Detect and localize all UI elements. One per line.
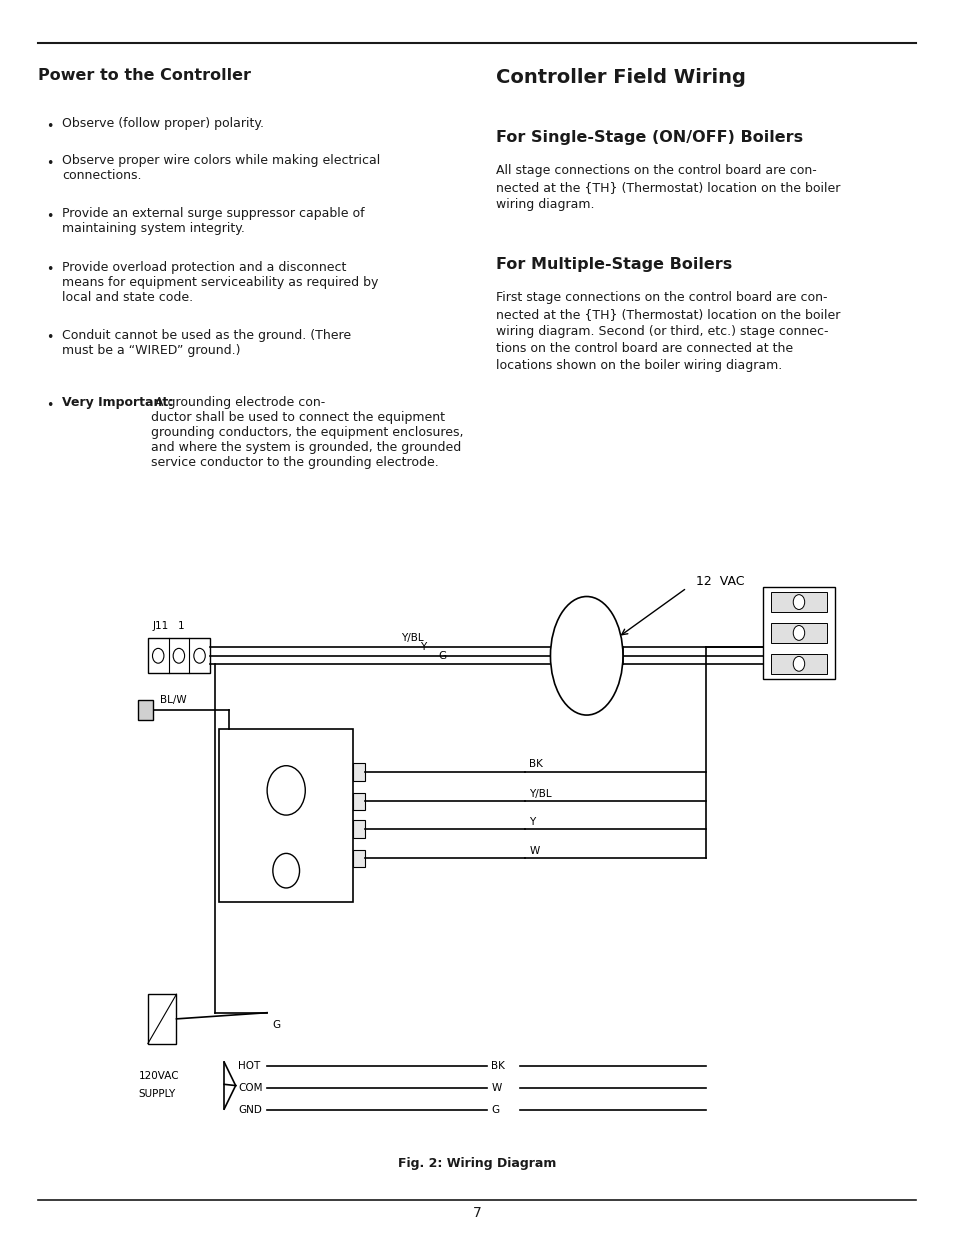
Text: Power to the Controller: Power to the Controller bbox=[38, 68, 251, 83]
Text: G: G bbox=[438, 651, 447, 661]
Circle shape bbox=[267, 766, 305, 815]
Circle shape bbox=[173, 648, 184, 663]
Circle shape bbox=[792, 595, 804, 610]
Text: W: W bbox=[529, 846, 539, 856]
Circle shape bbox=[193, 648, 205, 663]
Text: G: G bbox=[491, 1105, 499, 1115]
Text: W: W bbox=[491, 1083, 501, 1093]
Text: •: • bbox=[46, 263, 53, 277]
Text: BK: BK bbox=[491, 1061, 505, 1071]
Bar bbox=[148, 994, 176, 1044]
Bar bbox=[770, 655, 826, 674]
Bar bbox=[762, 587, 834, 679]
Text: Y/BL: Y/BL bbox=[400, 634, 423, 643]
Text: 12  VAC: 12 VAC bbox=[696, 576, 744, 588]
Text: Conduit cannot be used as the ground. (There
must be a “WIRED” ground.): Conduit cannot be used as the ground. (T… bbox=[62, 329, 351, 357]
Text: SUPPLY: SUPPLY bbox=[138, 1089, 175, 1099]
Bar bbox=[353, 763, 365, 781]
Text: Observe proper wire colors while making electrical
connections.: Observe proper wire colors while making … bbox=[62, 154, 380, 183]
Bar bbox=[353, 850, 365, 867]
Text: First stage connections on the control board are con-
nected at the {TH} (Thermo: First stage connections on the control b… bbox=[496, 291, 840, 373]
Ellipse shape bbox=[550, 597, 622, 715]
Text: •: • bbox=[46, 210, 53, 224]
Circle shape bbox=[792, 657, 804, 672]
Text: •: • bbox=[46, 120, 53, 133]
Bar bbox=[770, 593, 826, 613]
Text: 120VAC: 120VAC bbox=[138, 1071, 179, 1081]
Text: G: G bbox=[272, 1020, 280, 1030]
Bar bbox=[770, 622, 826, 642]
Text: GND: GND bbox=[238, 1105, 262, 1115]
Text: Y: Y bbox=[419, 642, 426, 652]
Text: Fig. 2: Wiring Diagram: Fig. 2: Wiring Diagram bbox=[397, 1157, 556, 1170]
Text: Y/BL: Y/BL bbox=[529, 789, 552, 799]
Text: For Multiple-Stage Boilers: For Multiple-Stage Boilers bbox=[496, 257, 732, 272]
Text: Very Important:: Very Important: bbox=[62, 396, 173, 410]
Text: •: • bbox=[46, 399, 53, 412]
Text: COM: COM bbox=[238, 1083, 263, 1093]
Text: HOT: HOT bbox=[238, 1061, 260, 1071]
Text: •: • bbox=[46, 157, 53, 170]
Bar bbox=[148, 638, 210, 673]
Text: Observe (follow proper) polarity.: Observe (follow proper) polarity. bbox=[62, 117, 264, 131]
Text: Provide overload protection and a disconnect
means for equipment serviceability : Provide overload protection and a discon… bbox=[62, 261, 378, 304]
Circle shape bbox=[152, 648, 164, 663]
Bar bbox=[353, 793, 365, 810]
Bar bbox=[219, 729, 353, 902]
Text: For Single-Stage (ON/OFF) Boilers: For Single-Stage (ON/OFF) Boilers bbox=[496, 130, 802, 144]
Text: Y: Y bbox=[529, 816, 536, 826]
Text: Provide an external surge suppressor capable of
maintaining system integrity.: Provide an external surge suppressor cap… bbox=[62, 207, 364, 236]
Text: 7: 7 bbox=[472, 1205, 481, 1220]
Text: A grounding electrode con-
ductor shall be used to connect the equipment
groundi: A grounding electrode con- ductor shall … bbox=[151, 396, 463, 469]
Text: J11   1: J11 1 bbox=[152, 621, 185, 631]
Text: All stage connections on the control board are con-
nected at the {TH} (Thermost: All stage connections on the control boa… bbox=[496, 164, 840, 211]
Text: Controller Field Wiring: Controller Field Wiring bbox=[496, 68, 745, 86]
Text: •: • bbox=[46, 331, 53, 345]
Bar bbox=[138, 700, 152, 720]
Text: BK: BK bbox=[529, 760, 543, 769]
Bar bbox=[353, 820, 365, 837]
Circle shape bbox=[273, 853, 299, 888]
Text: BL/W: BL/W bbox=[160, 695, 187, 705]
Circle shape bbox=[792, 626, 804, 640]
